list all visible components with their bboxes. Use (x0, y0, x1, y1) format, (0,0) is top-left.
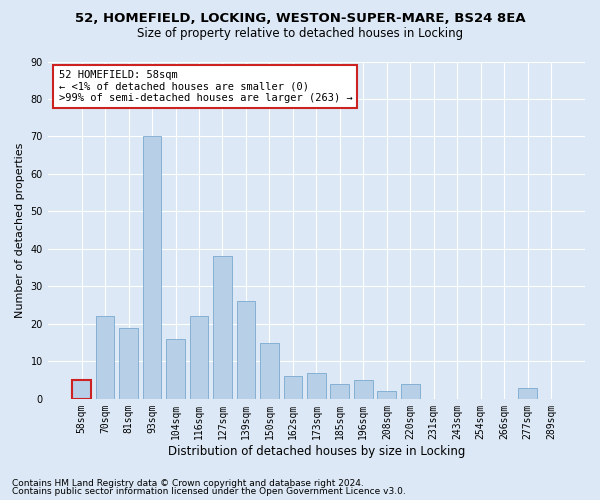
Bar (518, 388, 537, 399)
Bar (213, 256, 232, 399)
Bar (401, 384, 420, 399)
Bar (260, 342, 279, 399)
Text: 52, HOMEFIELD, LOCKING, WESTON-SUPER-MARE, BS24 8EA: 52, HOMEFIELD, LOCKING, WESTON-SUPER-MAR… (74, 12, 526, 26)
Bar (119, 328, 138, 399)
Bar (331, 384, 349, 399)
Text: 52 HOMEFIELD: 58sqm
← <1% of detached houses are smaller (0)
>99% of semi-detach: 52 HOMEFIELD: 58sqm ← <1% of detached ho… (59, 70, 352, 103)
Text: Contains HM Land Registry data © Crown copyright and database right 2024.: Contains HM Land Registry data © Crown c… (12, 478, 364, 488)
Text: Contains public sector information licensed under the Open Government Licence v3: Contains public sector information licen… (12, 487, 406, 496)
Bar (190, 316, 208, 399)
X-axis label: Distribution of detached houses by size in Locking: Distribution of detached houses by size … (168, 444, 465, 458)
Text: Size of property relative to detached houses in Locking: Size of property relative to detached ho… (137, 28, 463, 40)
Bar (284, 376, 302, 399)
Bar (72, 380, 91, 399)
Bar (95, 316, 115, 399)
Y-axis label: Number of detached properties: Number of detached properties (15, 142, 25, 318)
Bar (377, 392, 396, 399)
Bar (143, 136, 161, 399)
Bar (236, 302, 256, 399)
Bar (307, 372, 326, 399)
Bar (166, 339, 185, 399)
Bar (354, 380, 373, 399)
